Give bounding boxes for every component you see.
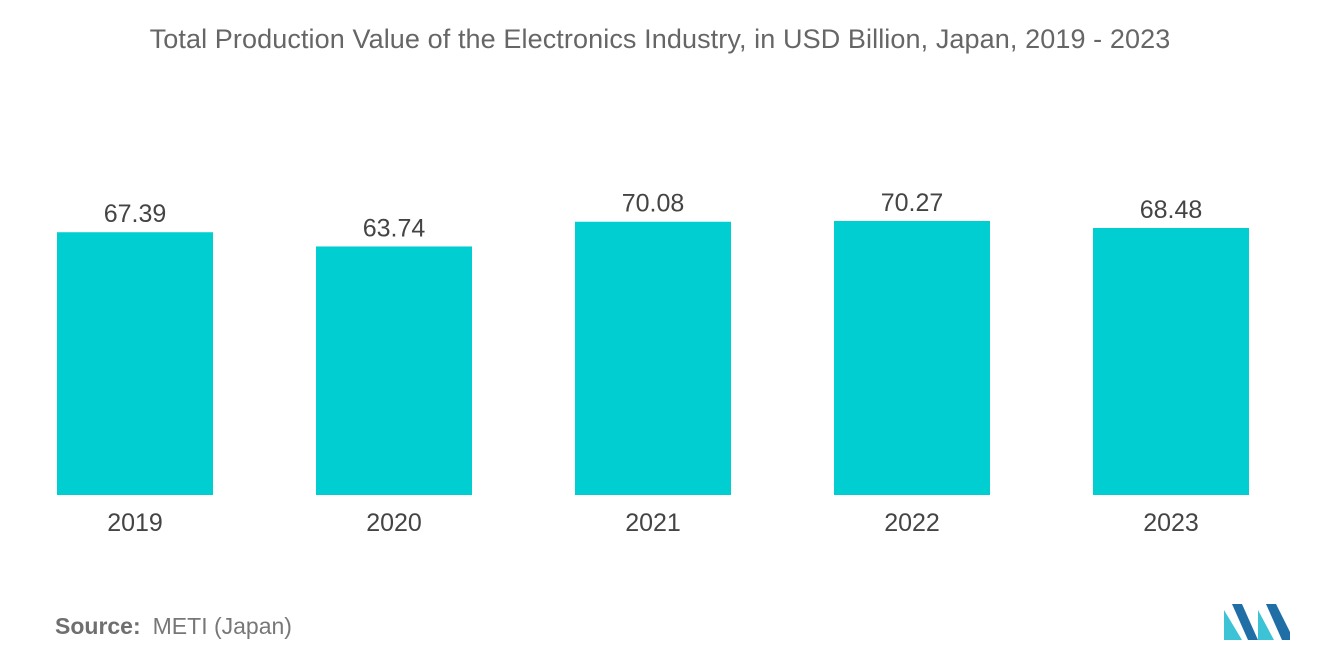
value-label-2020: 63.74 — [363, 214, 426, 242]
logo-shape-right — [1266, 604, 1290, 640]
value-labels-layer: 67.39 63.74 70.08 70.27 68.48 — [104, 189, 1203, 242]
logo-shape-mid-right — [1258, 610, 1274, 640]
bar-2020 — [316, 246, 472, 495]
x-tick-label-2023: 2023 — [1143, 509, 1199, 537]
source-label: Source: — [55, 613, 141, 639]
x-tick-labels-layer: 2019 2020 2021 2022 2023 — [107, 509, 1199, 537]
value-label-2021: 70.08 — [622, 190, 685, 218]
value-label-2022: 70.27 — [881, 189, 944, 217]
bar-2019 — [57, 232, 213, 495]
bars-layer — [57, 221, 1249, 496]
bar-2022 — [834, 221, 990, 495]
x-tick-label-2020: 2020 — [366, 509, 422, 537]
logo-shape-left — [1224, 610, 1242, 640]
x-tick-label-2019: 2019 — [107, 509, 163, 537]
bar-2023 — [1093, 227, 1249, 495]
x-tick-label-2022: 2022 — [884, 509, 940, 537]
chart-title: Total Production Value of the Electronic… — [149, 24, 1171, 54]
value-label-2019: 67.39 — [104, 200, 167, 228]
source-note: Source: METI (Japan) — [55, 613, 292, 640]
source-value: METI (Japan) — [152, 613, 292, 639]
value-label-2023: 68.48 — [1140, 196, 1203, 224]
x-tick-label-2021: 2021 — [625, 509, 681, 537]
bar-2021 — [575, 221, 731, 496]
mordor-intelligence-logo-icon — [1224, 604, 1290, 640]
logo-shape-mid-left — [1232, 604, 1258, 640]
